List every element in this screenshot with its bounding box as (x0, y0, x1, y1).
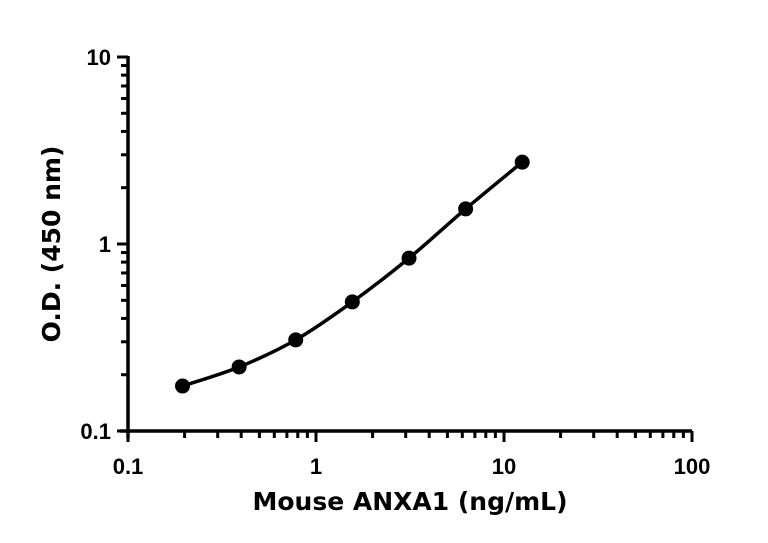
data-point-marker (458, 201, 474, 217)
x-axis-tick-labels: 0.1 1 10 100 (113, 454, 711, 479)
x-tick-label: 0.1 (113, 454, 144, 479)
x-tick-label: 100 (674, 454, 711, 479)
y-tick-label: 10 (87, 45, 111, 70)
y-tick-label: 0.1 (80, 419, 111, 444)
data-points (175, 154, 530, 394)
x-tick-label: 1 (310, 454, 322, 479)
data-point-marker (514, 154, 530, 170)
y-axis-tick-labels: 0.1 1 10 (80, 45, 111, 444)
data-point-marker (401, 250, 417, 266)
y-axis-title: O.D. (450 nm) (37, 146, 66, 343)
x-axis-title: Mouse ANXA1 (ng/mL) (252, 487, 567, 516)
data-point-marker (231, 359, 247, 375)
x-axis-ticks (126, 431, 694, 442)
fit-curve (181, 160, 524, 388)
data-point-marker (175, 378, 191, 394)
x-tick-label: 10 (492, 454, 516, 479)
data-point-marker (288, 332, 304, 348)
data-point-marker (344, 294, 360, 310)
y-tick-label: 1 (99, 232, 111, 257)
